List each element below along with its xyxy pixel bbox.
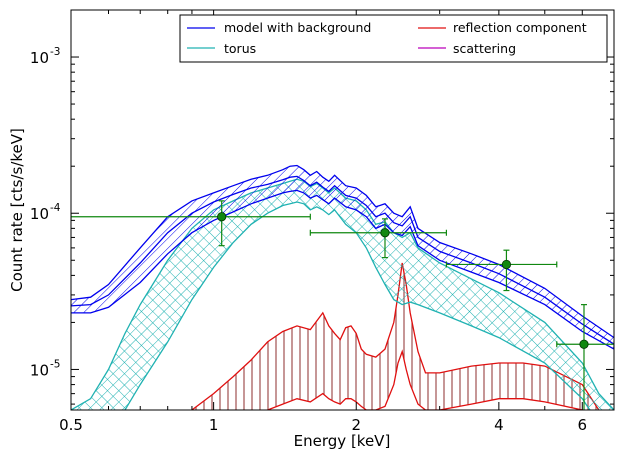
y-tick-label: 10 <box>30 205 49 223</box>
x-tick-label: 1 <box>209 416 219 434</box>
data-point-2 <box>309 218 448 259</box>
torus-lower-line <box>123 201 591 410</box>
data-point-marker <box>217 212 227 222</box>
data-point-3 <box>445 249 558 292</box>
model-lower-line <box>71 189 614 350</box>
x-axis: 0.5 1 2 4 6 <box>59 10 615 434</box>
legend: model with background torus reflection c… <box>179 14 608 63</box>
data-point-4 <box>556 304 614 410</box>
y-axis-label: Count rate [cts/s/keV] <box>8 128 26 292</box>
model-center-line <box>71 175 614 345</box>
x-tick-label: 4 <box>494 416 504 434</box>
data-point-1 <box>71 200 311 247</box>
x-axis-label: Energy [keV] <box>294 432 391 450</box>
model-band <box>71 165 614 350</box>
y-tick-exponent: -4 <box>50 202 61 214</box>
x-tick-label: 6 <box>578 416 588 434</box>
y-tick-label: 10 <box>30 49 49 67</box>
legend-label-torus: torus <box>224 41 256 56</box>
torus-band <box>71 179 614 410</box>
data-point-marker <box>380 228 390 238</box>
data-points-layer <box>71 200 614 410</box>
legend-box <box>179 14 608 63</box>
reflection-lower-line <box>265 349 584 410</box>
y-tick-exponent: -5 <box>50 358 60 370</box>
legend-label-scattering: scattering <box>453 41 516 56</box>
y-tick-exponent: -3 <box>50 46 60 58</box>
data-point-marker <box>501 259 512 270</box>
legend-label-model: model with background <box>224 20 371 35</box>
data-point-marker <box>579 339 589 349</box>
reflection-upper-line <box>191 262 600 410</box>
x-tick-label: 2 <box>351 416 361 434</box>
x-tick-label: 0.5 <box>59 416 83 434</box>
model-upper-line <box>71 164 614 339</box>
series-layer <box>71 164 614 410</box>
reflection-band <box>191 263 599 410</box>
legend-label-reflection: reflection component <box>453 20 587 35</box>
y-tick-label: 10 <box>30 361 49 379</box>
plot-frame <box>70 9 615 411</box>
y-axis: 10-510-410-3 <box>30 9 614 405</box>
